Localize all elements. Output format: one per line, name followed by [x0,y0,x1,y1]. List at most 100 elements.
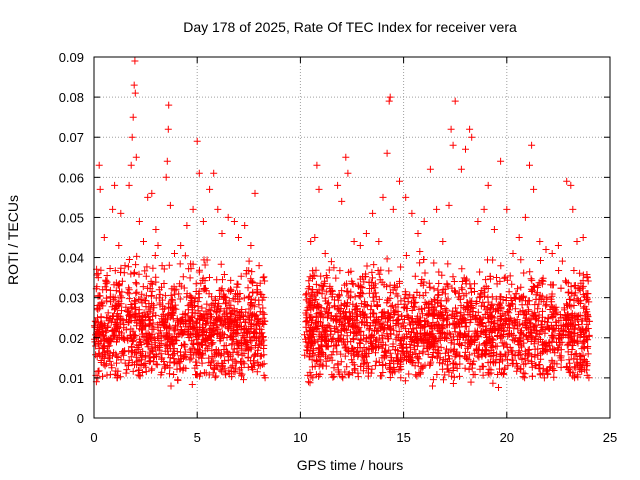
data-point [421,269,429,277]
data-point [487,341,495,349]
data-point [122,369,130,377]
data-point-peak [526,161,533,169]
data-point [505,321,513,329]
data-point [242,270,250,278]
data-point [386,313,394,321]
data-point [476,294,484,302]
data-point [127,301,135,308]
data-point [142,272,150,280]
data-point [160,310,168,318]
data-point-peak [121,262,129,270]
data-point [220,271,228,278]
data-point [341,314,349,322]
data-point-peak [251,189,259,197]
data-point [133,252,141,260]
data-point [125,290,133,298]
data-point [125,318,133,326]
data-point [146,357,154,365]
data-point [184,312,192,320]
data-point [142,336,150,344]
data-point [98,322,106,330]
data-point [179,273,187,281]
data-point [168,295,176,303]
y-tick-label: 0.04 [59,251,84,266]
data-point [386,360,393,367]
data-point [401,377,409,385]
data-point [198,341,205,348]
data-point [372,337,380,345]
data-point [164,350,172,358]
data-point [129,367,137,375]
data-point [511,352,519,360]
data-point [421,330,429,338]
data-point [436,336,444,344]
data-point [161,363,169,371]
data-point [217,260,225,268]
data-point [313,358,321,366]
data-point [530,323,538,331]
data-point [349,335,357,343]
data-point [223,314,231,322]
data-point [528,288,536,295]
data-point [403,347,411,355]
data-point [566,295,574,303]
data-point [205,305,213,313]
data-point-peak [166,201,174,209]
data-point [390,311,398,318]
data-point [302,291,310,299]
data-point [132,279,140,287]
data-point [563,312,571,320]
data-point [362,301,370,308]
data-point [161,347,169,355]
data-point [492,342,500,350]
data-point [201,334,209,342]
data-point [500,274,508,282]
data-point [245,293,253,301]
data-point [173,360,181,368]
data-point [495,384,502,391]
data-point [328,335,336,343]
data-point [539,345,546,352]
data-point [548,358,556,366]
data-point [352,306,360,314]
data-point [310,271,318,279]
data-point [438,360,446,368]
data-point [245,305,253,313]
data-point [137,320,145,328]
data-point [363,302,371,309]
data-point [539,307,546,315]
data-point [349,359,357,367]
data-point [301,351,309,359]
data-point [416,321,424,328]
data-point [118,288,126,296]
data-point [481,341,489,349]
data-point [517,256,525,264]
data-point [535,295,543,303]
data-point [551,327,559,335]
data-point [106,371,114,379]
data-point [380,351,388,359]
data-point [312,357,320,364]
data-point [116,373,124,381]
data-point [214,325,222,333]
data-point [571,350,579,358]
data-point [187,260,195,268]
data-point [149,264,157,272]
data-point [209,339,217,347]
data-point [467,378,475,386]
data-point [477,289,485,297]
data-point [387,356,395,364]
data-point [248,312,256,320]
data-point [566,359,574,367]
data-point [341,352,349,360]
data-point [452,304,459,312]
data-point [552,318,560,326]
data-point [99,372,106,380]
data-point [411,272,419,280]
data-point [113,310,121,318]
data-point-peak [327,258,335,266]
data-point [451,324,459,332]
data-point [233,323,241,331]
data-point [581,309,589,317]
data-point-peak [131,57,139,65]
